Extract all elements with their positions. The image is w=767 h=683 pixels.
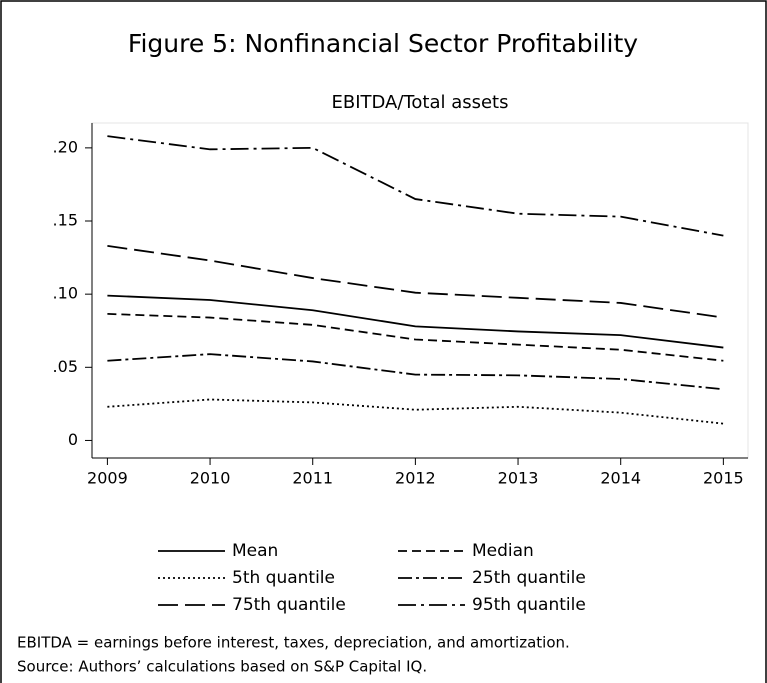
legend-label: 25th quantile <box>472 568 586 588</box>
note: Source: Authors’ calculations based on S… <box>17 658 427 676</box>
line-series <box>107 294 724 349</box>
plot-area <box>91 122 749 459</box>
x-tick-label: 2014 <box>600 469 641 488</box>
line-series <box>107 313 724 362</box>
legend-label: Median <box>472 541 534 561</box>
line-series <box>107 244 724 319</box>
y-tick-label: .20 <box>53 137 78 156</box>
y-tick-label: .05 <box>53 357 78 376</box>
y-tick-label: 0 <box>68 430 78 449</box>
x-tick-label: 2015 <box>703 469 744 488</box>
y-tick-label: .15 <box>53 211 78 230</box>
legend-label: 95th quantile <box>472 595 586 615</box>
x-tick-label: 2010 <box>190 469 231 488</box>
x-tick-label: 2013 <box>498 469 539 488</box>
x-tick-label: 2011 <box>292 469 333 488</box>
line-series <box>107 353 724 391</box>
x-tick-label: 2009 <box>87 469 128 488</box>
chart-subtitle: EBITDA/Total assets <box>331 92 508 113</box>
legend-label: Mean <box>232 541 278 561</box>
note: EBITDA = earnings before interest, taxes… <box>17 634 570 652</box>
legend-label: 75th quantile <box>232 595 346 615</box>
legend-label: 5th quantile <box>232 568 335 588</box>
line-series <box>107 135 724 237</box>
y-tick-label: .10 <box>53 284 78 303</box>
chart-title: Figure 5: Nonfinancial Sector Profitabil… <box>128 29 638 58</box>
x-tick-label: 2012 <box>395 469 436 488</box>
